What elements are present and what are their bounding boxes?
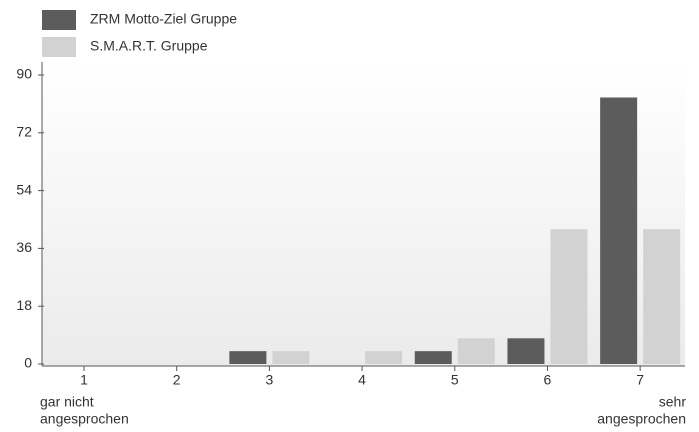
- x-tick-label: 4: [358, 372, 366, 388]
- bar: [600, 97, 638, 364]
- bar: [229, 351, 267, 364]
- x-annotation: sehr: [659, 394, 687, 410]
- bar: [550, 229, 588, 364]
- y-tick-label: 18: [16, 297, 32, 313]
- bar: [457, 338, 495, 364]
- x-tick-label: 6: [544, 372, 552, 388]
- x-tick-label: 2: [173, 372, 181, 388]
- y-tick-label: 0: [24, 355, 32, 371]
- x-tick-label: 7: [636, 372, 644, 388]
- legend-label: ZRM Motto-Ziel Gruppe: [90, 11, 237, 27]
- bar: [272, 351, 310, 364]
- legend-swatch: [42, 37, 76, 57]
- legend-swatch: [42, 10, 76, 30]
- x-annotation: angesprochen: [40, 411, 129, 427]
- x-annotation: angesprochen: [597, 411, 686, 427]
- legend-label: S.M.A.R.T. Gruppe: [90, 38, 208, 54]
- bar: [507, 338, 545, 364]
- y-tick-label: 36: [16, 239, 32, 255]
- x-tick-label: 5: [451, 372, 459, 388]
- y-tick-label: 72: [16, 124, 32, 140]
- plot-background: [42, 62, 685, 366]
- x-tick-label: 3: [265, 372, 273, 388]
- x-tick-label: 1: [80, 372, 88, 388]
- bar: [643, 229, 681, 364]
- y-tick-label: 54: [16, 181, 32, 197]
- x-annotation: gar nicht: [40, 394, 94, 410]
- bar: [365, 351, 403, 364]
- bar: [414, 351, 452, 364]
- y-tick-label: 90: [16, 66, 32, 82]
